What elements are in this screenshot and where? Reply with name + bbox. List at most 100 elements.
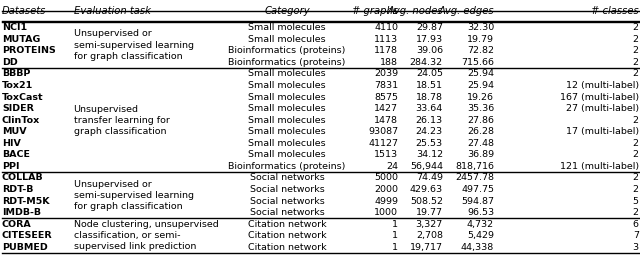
Text: Social networks: Social networks — [250, 208, 324, 217]
Text: Small molecules: Small molecules — [248, 116, 326, 125]
Text: 1427: 1427 — [374, 104, 398, 113]
Text: 2: 2 — [633, 69, 639, 79]
Text: 4,732: 4,732 — [467, 220, 494, 229]
Text: 6: 6 — [633, 220, 639, 229]
Text: Avg. nodes: Avg. nodes — [387, 6, 443, 16]
Text: 594.87: 594.87 — [461, 197, 494, 206]
Text: CORA: CORA — [2, 220, 31, 229]
Text: 1513: 1513 — [374, 150, 398, 159]
Text: 5: 5 — [633, 197, 639, 206]
Text: 5000: 5000 — [374, 173, 398, 183]
Text: Bioinformatics (proteins): Bioinformatics (proteins) — [228, 46, 346, 55]
Text: 18.78: 18.78 — [416, 93, 443, 102]
Text: 2,708: 2,708 — [416, 231, 443, 240]
Text: 2: 2 — [633, 185, 639, 194]
Text: Citation network: Citation network — [248, 243, 326, 252]
Text: RDT-B: RDT-B — [2, 185, 33, 194]
Text: 284.32: 284.32 — [410, 58, 443, 67]
Text: DD: DD — [2, 58, 18, 67]
Text: Social networks: Social networks — [250, 173, 324, 183]
Text: Unsupervised or
semi-supervised learning
for graph classification: Unsupervised or semi-supervised learning… — [74, 180, 194, 211]
Text: 2: 2 — [633, 46, 639, 55]
Text: 715.66: 715.66 — [461, 58, 494, 67]
Text: 24: 24 — [386, 162, 398, 171]
Text: 72.82: 72.82 — [467, 46, 494, 55]
Text: 2: 2 — [633, 116, 639, 125]
Text: Tox21: Tox21 — [2, 81, 33, 90]
Text: SIDER: SIDER — [2, 104, 34, 113]
Text: COLLAB: COLLAB — [2, 173, 44, 183]
Text: 2000: 2000 — [374, 185, 398, 194]
Text: Social networks: Social networks — [250, 185, 324, 194]
Text: 1: 1 — [392, 220, 398, 229]
Text: RDT-M5K: RDT-M5K — [2, 197, 49, 206]
Text: 7831: 7831 — [374, 81, 398, 90]
Text: Citation network: Citation network — [248, 220, 326, 229]
Text: 2: 2 — [633, 150, 639, 159]
Text: 3,327: 3,327 — [415, 220, 443, 229]
Text: 35.36: 35.36 — [467, 104, 494, 113]
Text: Small molecules: Small molecules — [248, 139, 326, 148]
Text: 74.49: 74.49 — [416, 173, 443, 183]
Text: 32.30: 32.30 — [467, 23, 494, 32]
Text: 429.63: 429.63 — [410, 185, 443, 194]
Text: 19.77: 19.77 — [416, 208, 443, 217]
Text: 36.89: 36.89 — [467, 150, 494, 159]
Text: HIV: HIV — [2, 139, 20, 148]
Text: 4110: 4110 — [374, 23, 398, 32]
Text: 1478: 1478 — [374, 116, 398, 125]
Text: Small molecules: Small molecules — [248, 104, 326, 113]
Text: Datasets: Datasets — [2, 6, 46, 16]
Text: 1113: 1113 — [374, 35, 398, 44]
Text: 17.93: 17.93 — [416, 35, 443, 44]
Text: Small molecules: Small molecules — [248, 150, 326, 159]
Text: 19.26: 19.26 — [467, 93, 494, 102]
Text: 2: 2 — [633, 139, 639, 148]
Text: 96.53: 96.53 — [467, 208, 494, 217]
Text: 2: 2 — [633, 58, 639, 67]
Text: BACE: BACE — [2, 150, 30, 159]
Text: 19.79: 19.79 — [467, 35, 494, 44]
Text: PUBMED: PUBMED — [2, 243, 47, 252]
Text: 1178: 1178 — [374, 46, 398, 55]
Text: 5,429: 5,429 — [467, 231, 494, 240]
Text: 2: 2 — [633, 173, 639, 183]
Text: 34.12: 34.12 — [416, 150, 443, 159]
Text: Evaluation task: Evaluation task — [74, 6, 150, 16]
Text: 8575: 8575 — [374, 93, 398, 102]
Text: BBBP: BBBP — [2, 69, 30, 79]
Text: Bioinformatics (proteins): Bioinformatics (proteins) — [228, 58, 346, 67]
Text: MUTAG: MUTAG — [2, 35, 40, 44]
Text: # graphs: # graphs — [352, 6, 398, 16]
Text: PROTEINS: PROTEINS — [2, 46, 56, 55]
Text: 497.75: 497.75 — [461, 185, 494, 194]
Text: 1: 1 — [392, 231, 398, 240]
Text: 39.06: 39.06 — [416, 46, 443, 55]
Text: PPI: PPI — [2, 162, 19, 171]
Text: MUV: MUV — [2, 127, 26, 136]
Text: 18.51: 18.51 — [416, 81, 443, 90]
Text: Citation network: Citation network — [248, 231, 326, 240]
Text: 2457.78: 2457.78 — [455, 173, 494, 183]
Text: # classes: # classes — [591, 6, 639, 16]
Text: Category: Category — [264, 6, 310, 16]
Text: 26.13: 26.13 — [416, 116, 443, 125]
Text: 818,716: 818,716 — [455, 162, 494, 171]
Text: 1000: 1000 — [374, 208, 398, 217]
Text: 27 (multi-label): 27 (multi-label) — [566, 104, 639, 113]
Text: Unsupervised
transfer learning for
graph classification: Unsupervised transfer learning for graph… — [74, 104, 170, 136]
Text: Small molecules: Small molecules — [248, 127, 326, 136]
Text: 27.48: 27.48 — [467, 139, 494, 148]
Text: 56,944: 56,944 — [410, 162, 443, 171]
Text: 2: 2 — [633, 23, 639, 32]
Text: Small molecules: Small molecules — [248, 93, 326, 102]
Text: 7: 7 — [633, 231, 639, 240]
Text: 121 (multi-label): 121 (multi-label) — [559, 162, 639, 171]
Text: 33.64: 33.64 — [415, 104, 443, 113]
Text: 27.86: 27.86 — [467, 116, 494, 125]
Text: Small molecules: Small molecules — [248, 23, 326, 32]
Text: 2: 2 — [633, 35, 639, 44]
Text: 25.94: 25.94 — [467, 69, 494, 79]
Text: 17 (multi-label): 17 (multi-label) — [566, 127, 639, 136]
Text: 12 (multi-label): 12 (multi-label) — [566, 81, 639, 90]
